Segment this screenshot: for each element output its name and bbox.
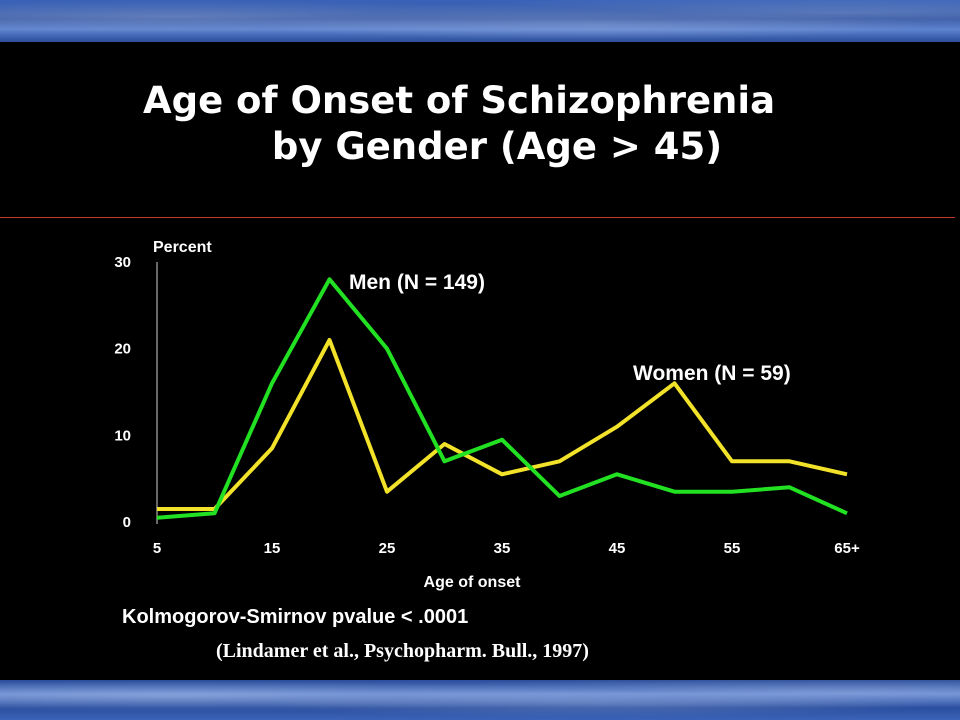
women-series-label: Women (N = 59): [633, 362, 791, 385]
men-series-label: Men (N = 149): [349, 271, 485, 294]
y-tick-label: 20: [114, 341, 131, 358]
slide-title: Age of Onset of Schizophrenia by Gender …: [0, 78, 930, 170]
x-tick-labels: 5 15 25 35 45 55 65+: [153, 540, 860, 557]
x-tick-label: 65+: [834, 540, 860, 557]
title-divider: [0, 217, 955, 218]
women-series-line: [157, 338, 848, 511]
citation: (Lindamer et al., Psychopharm. Bull., 19…: [216, 640, 589, 662]
x-tick-label: 35: [494, 540, 511, 557]
x-tick-label: 25: [379, 540, 396, 557]
x-tick-label: 5: [153, 540, 161, 557]
statistic-note: Kolmogorov-Smirnov pvalue < .0001: [122, 606, 469, 628]
bottom-decorative-band: [0, 680, 960, 720]
x-tick-label: 15: [264, 540, 281, 557]
series-lines: [156, 277, 848, 520]
y-tick-label: 30: [114, 254, 131, 271]
title-line-1: Age of Onset of Schizophrenia: [142, 79, 776, 122]
x-tick-label: 45: [609, 540, 626, 557]
y-tick-label: 10: [114, 427, 131, 444]
x-tick-label: 55: [724, 540, 741, 557]
y-axis-label: Percent: [153, 239, 212, 256]
y-tick-labels: 0 10 20 30: [114, 254, 131, 531]
top-decorative-band: [0, 0, 960, 42]
y-tick-label: 0: [123, 514, 131, 531]
men-series-line: [156, 277, 848, 520]
x-axis-label: Age of onset: [424, 574, 522, 591]
title-line-2: by Gender (Age > 45): [271, 125, 723, 168]
